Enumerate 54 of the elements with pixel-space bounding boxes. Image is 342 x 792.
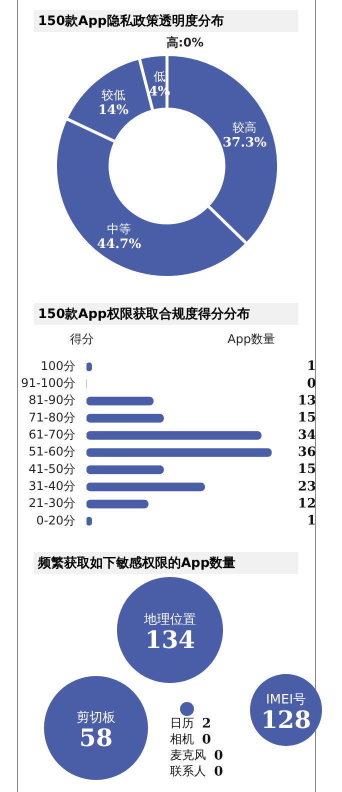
y-tick-label: 0-20分 — [36, 513, 76, 528]
bar — [86, 482, 205, 492]
bar — [86, 500, 148, 508]
data-label: 134 — [144, 625, 196, 654]
category-label: 联系人 — [170, 764, 206, 778]
data-label: 15 — [298, 410, 316, 426]
y-axis-title: 得分 — [70, 331, 94, 348]
y-tick-label: 100分 — [40, 358, 76, 373]
category-label: 日历 — [170, 716, 194, 730]
bar — [86, 465, 164, 474]
category-label: IMEI号 — [266, 692, 306, 708]
data-label: 1 — [306, 359, 316, 374]
y-tick-label: 31-40分 — [28, 479, 76, 494]
data-label: 34 — [298, 428, 316, 443]
data-label: 23 — [298, 479, 316, 494]
chart-title: 150款App权限获取合规度得分分布 — [34, 303, 298, 325]
data-label: 58 — [79, 723, 113, 752]
y-tick-label: 51-60分 — [28, 444, 76, 459]
data-label: 128 — [260, 705, 312, 734]
data-label: 13 — [298, 393, 316, 408]
y-tick-label: 91-100分 — [20, 376, 76, 390]
data-label: 0 — [202, 732, 212, 748]
data-label: 14% — [98, 103, 130, 118]
y-tick-label: 71-80分 — [28, 410, 76, 424]
x-axis-title: App数量 — [228, 331, 275, 348]
data-label: 15 — [298, 462, 316, 478]
text: 频繁获取如下敏感权限的App数量 — [34, 552, 298, 574]
bar — [86, 431, 262, 440]
data-label: 2 — [202, 716, 212, 732]
category-label: 地理位置 — [143, 612, 196, 628]
y-tick-label: 41-50分 — [28, 462, 76, 476]
category-label: 麦克风 — [170, 748, 206, 762]
data-label: 44.7% — [97, 237, 142, 252]
slice-label: 低 — [153, 69, 166, 84]
data-label: 0 — [306, 376, 316, 392]
text: 高:0% — [166, 36, 204, 50]
y-tick-label: 21-30分 — [28, 496, 76, 510]
bar — [86, 396, 154, 406]
bar — [86, 448, 272, 457]
data-label: 0 — [214, 748, 224, 764]
slice-label: 中等 — [107, 222, 132, 236]
slice-label: 较高 — [232, 120, 257, 134]
y-tick-label: 81-90分 — [28, 393, 76, 408]
bar — [86, 414, 164, 423]
slice-label: 较低 — [101, 88, 126, 102]
data-label: 12 — [298, 496, 316, 512]
data-label: 36 — [298, 444, 316, 460]
chart-title: 150款App隐私政策透明度分布 — [34, 10, 298, 32]
y-tick-label: 61-70分 — [28, 428, 76, 442]
category-label: 剪切板 — [76, 710, 116, 726]
category-label: 相机 — [170, 732, 194, 746]
data-label: 0 — [214, 764, 224, 780]
data-label: 37.3% — [222, 135, 268, 150]
data-label: 1 — [306, 514, 316, 529]
